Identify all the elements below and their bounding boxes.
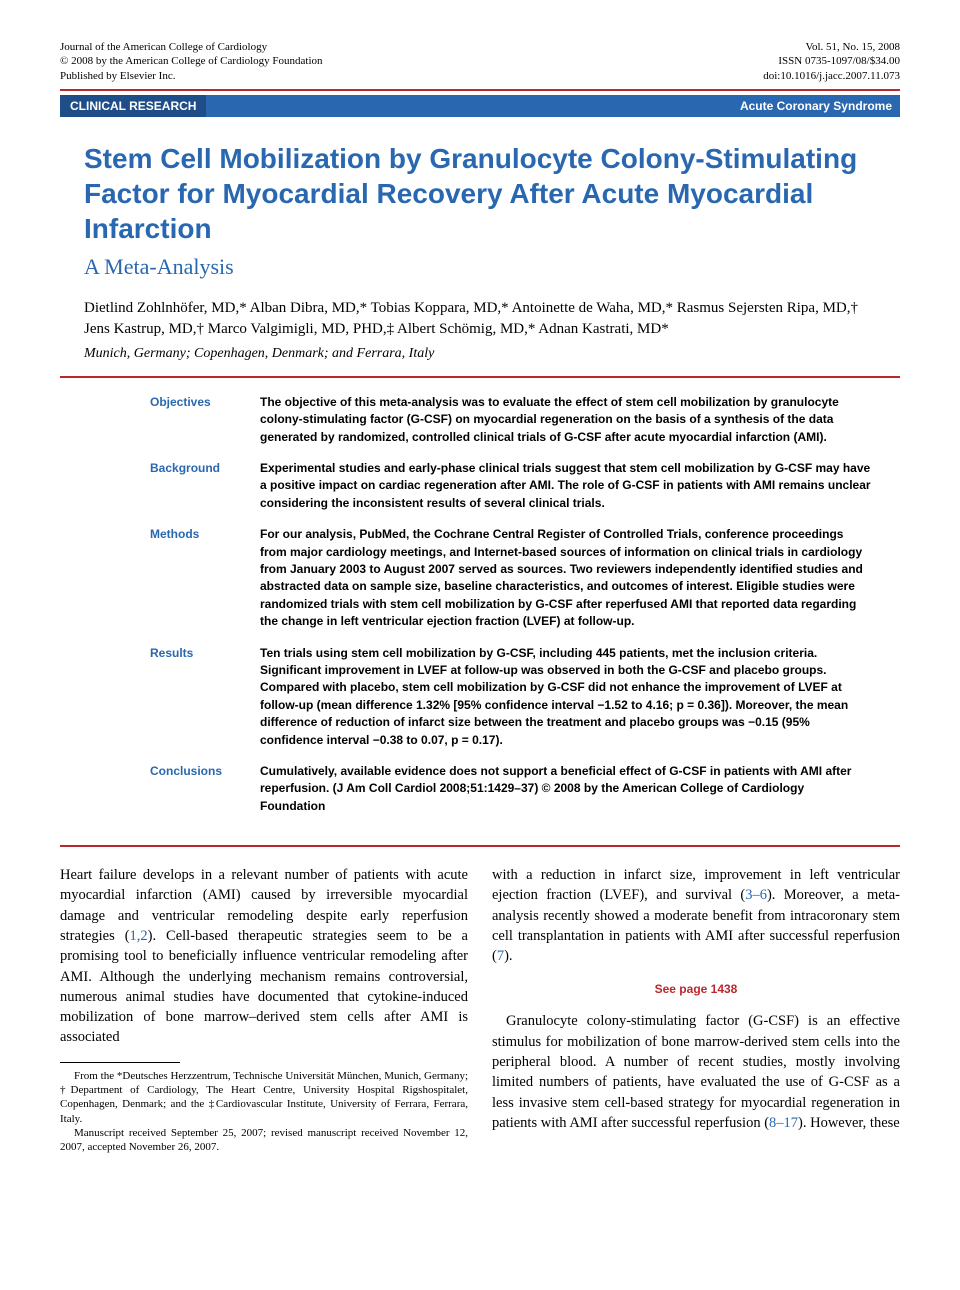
abstract-conclusions-row: Conclusions Cumulatively, available evid… [150,763,872,815]
mid-red-rule-1 [60,376,900,378]
top-red-rule [60,89,900,91]
header-left: Journal of the American College of Cardi… [60,40,323,83]
abstract-results-row: Results Ten trials using stem cell mobil… [150,645,872,749]
journal-name: Journal of the American College of Cardi… [60,40,323,54]
column-left: Heart failure develops in a relevant num… [60,865,468,1154]
citation-link-1-2[interactable]: 1,2 [130,928,148,944]
footnote-affiliations: From the *Deutsches Herzzentrum, Technis… [60,1069,468,1126]
body-p1-b: ). Cell-based therapeutic strategies see… [60,928,468,1045]
body-text: Heart failure develops in a relevant num… [60,865,900,1154]
abstract-text-background: Experimental studies and early-phase cli… [260,460,872,512]
citation-link-8-17[interactable]: 8–17 [769,1115,798,1131]
author-list: Dietlind Zohlnhöfer, MD,* Alban Dibra, M… [84,298,876,340]
article-subtitle: A Meta-Analysis [84,254,876,280]
abstract-text-results: Ten trials using stem cell mobilization … [260,645,872,749]
volume-line: Vol. 51, No. 15, 2008 [763,40,900,54]
page-header: Journal of the American College of Cardi… [60,40,900,83]
publisher-line: Published by Elsevier Inc. [60,69,323,83]
abstract-label-objectives: Objectives [150,394,260,446]
structured-abstract: Objectives The objective of this meta-an… [60,382,900,841]
title-block: Stem Cell Mobilization by Granulocyte Co… [60,141,900,362]
abstract-text-conclusions: Cumulatively, available evidence does no… [260,763,872,815]
abstract-methods-row: Methods For our analysis, PubMed, the Co… [150,526,872,630]
abstract-text-objectives: The objective of this meta-analysis was … [260,394,872,446]
doi-line: doi:10.1016/j.jacc.2007.11.073 [763,69,900,83]
abstract-label-conclusions: Conclusions [150,763,260,815]
footnote-manuscript-dates: Manuscript received September 25, 2007; … [60,1126,468,1155]
section-label-right: Acute Coronary Syndrome [740,99,892,113]
journal-page: Journal of the American College of Cardi… [0,0,960,1195]
abstract-objectives-row: Objectives The objective of this meta-an… [150,394,872,446]
abstract-background-row: Background Experimental studies and earl… [150,460,872,512]
body-p3-b: ). However, these [798,1115,900,1131]
column-right: with a reduction in infarct size, improv… [492,865,900,1154]
section-label-left: CLINICAL RESEARCH [60,95,206,117]
article-title: Stem Cell Mobilization by Granulocyte Co… [84,141,876,246]
abstract-label-background: Background [150,460,260,512]
citation-link-3-6[interactable]: 3–6 [745,887,767,903]
footnote-rule [60,1062,180,1063]
abstract-text-methods: For our analysis, PubMed, the Cochrane C… [260,526,872,630]
mid-red-rule-2 [60,845,900,847]
see-page-callout[interactable]: See page 1438 [492,981,900,998]
body-p3-a: Granulocyte colony-stimulating factor (G… [492,1013,900,1130]
affiliations: Munich, Germany; Copenhagen, Denmark; an… [84,346,876,362]
body-paragraph-1: Heart failure develops in a relevant num… [60,865,468,1048]
copyright-line: © 2008 by the American College of Cardio… [60,54,323,68]
citation-link-7[interactable]: 7 [497,948,504,964]
body-paragraph-2: with a reduction in infarct size, improv… [492,865,900,966]
section-bar: CLINICAL RESEARCH Acute Coronary Syndrom… [60,95,900,117]
header-right: Vol. 51, No. 15, 2008 ISSN 0735-1097/08/… [763,40,900,83]
body-paragraph-3: Granulocyte colony-stimulating factor (G… [492,1011,900,1133]
issn-line: ISSN 0735-1097/08/$34.00 [763,54,900,68]
abstract-label-methods: Methods [150,526,260,630]
abstract-label-results: Results [150,645,260,749]
body-p2-c: ). [504,948,512,964]
